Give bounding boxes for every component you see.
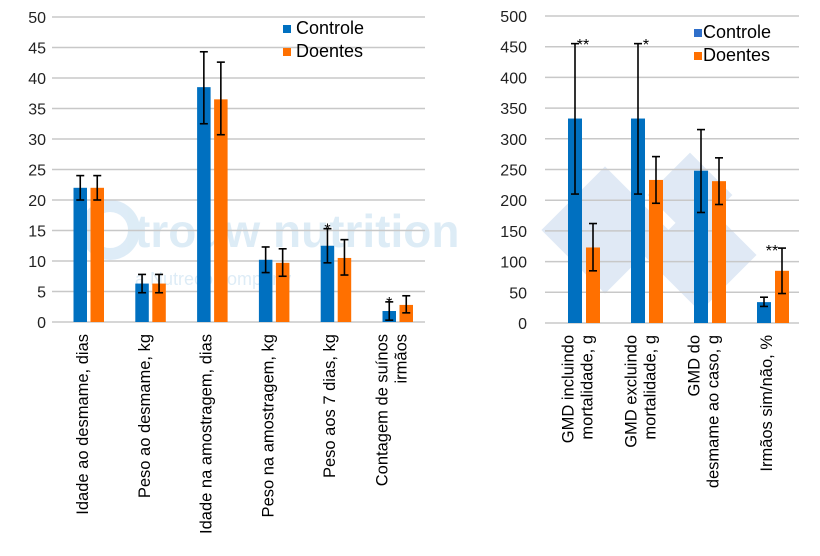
legend-swatch-controle (694, 29, 702, 37)
y-tick-label: 5 (37, 285, 46, 302)
bar-controle (73, 187, 87, 322)
x-category-label: Contagem de suínos (374, 334, 392, 486)
x-category-label: Idade na amostragem, dias (198, 334, 216, 534)
x-category-label: desmame ao caso, g (705, 335, 723, 488)
y-tick-label: 150 (500, 224, 527, 241)
bar-doentes (337, 257, 352, 322)
x-category-label: GMD excluindo (623, 335, 641, 448)
y-tick-label: 100 (500, 255, 527, 272)
y-tick-label: 35 (28, 102, 46, 119)
x-category-label: Peso ao desmame, kg (136, 334, 154, 498)
significance-marker: * (643, 37, 649, 54)
legend-label-doentes: Doentes (703, 45, 770, 65)
significance-marker: ** (766, 243, 778, 260)
legend-swatch-doentes (694, 52, 702, 60)
bar-doentes (649, 179, 663, 323)
x-category-label: Irmãos sim/não, % (758, 335, 776, 472)
left-chart: 0 5 10 15 20 25 30 35 40 45 50 Idade ao desmame, di… (28, 10, 425, 534)
bar-doentes (90, 187, 104, 322)
y-tick-label: 450 (500, 40, 527, 57)
y-tick-label: 40 (28, 71, 46, 88)
legend-label-controle: Controle (296, 18, 364, 38)
y-tick-label: 400 (500, 70, 527, 87)
y-tick-label: 0 (37, 315, 46, 332)
x-category-label: GMD do (686, 335, 704, 396)
legend-swatch-controle (283, 25, 291, 33)
significance-marker: * (324, 222, 330, 239)
bar-controle (197, 87, 211, 323)
x-category-label: Peso aos 7 dias, kg (321, 334, 339, 478)
y-tick-label: 200 (500, 193, 527, 210)
bar-doentes (586, 247, 600, 323)
y-tick-label: 350 (500, 101, 527, 118)
right-chart: 0 50 100 150 200 250 300 350 400 450 500 ** GMD incl… (500, 9, 799, 488)
bar-controle (694, 170, 708, 323)
bar-doentes (712, 181, 726, 323)
y-tick-label: 250 (500, 163, 527, 180)
bar-controle (320, 245, 335, 322)
y-tick-label: 50 (509, 285, 527, 302)
y-tick-label: 10 (28, 254, 46, 271)
bar-doentes (775, 270, 789, 323)
bar-doentes (275, 262, 290, 322)
y-tick-label: 45 (28, 41, 46, 58)
x-category-label: mortalidade, g (642, 335, 660, 440)
bar-controle (757, 302, 771, 323)
y-tick-label: 50 (28, 10, 46, 27)
legend-swatch-doentes (283, 48, 291, 56)
significance-marker: * (386, 295, 392, 312)
bar-controle (568, 118, 582, 324)
x-category-label: irmãos (393, 334, 411, 384)
x-category-label: Peso na amostragem, kg (259, 334, 277, 517)
y-tick-label: 25 (28, 163, 46, 180)
y-tick-label: 0 (518, 316, 527, 333)
bar-controle (631, 118, 645, 324)
bar-doentes (214, 99, 228, 322)
x-category-label: mortalidade, g (579, 335, 597, 440)
x-category-label: GMD incluindo (560, 335, 578, 443)
bar-controle (258, 259, 273, 322)
x-category-label: Idade ao desmame, dias (74, 334, 92, 515)
y-tick-label: 500 (500, 9, 527, 26)
y-tick-label: 20 (28, 193, 46, 210)
significance-marker: ** (577, 37, 589, 54)
y-tick-label: 300 (500, 132, 527, 149)
watermark-nutreco-text: a Nutreco company (135, 269, 291, 289)
legend-label-doentes: Doentes (296, 41, 363, 61)
y-tick-label: 30 (28, 132, 46, 149)
y-tick-label: 15 (28, 224, 46, 241)
legend-label-controle: Controle (703, 22, 771, 42)
